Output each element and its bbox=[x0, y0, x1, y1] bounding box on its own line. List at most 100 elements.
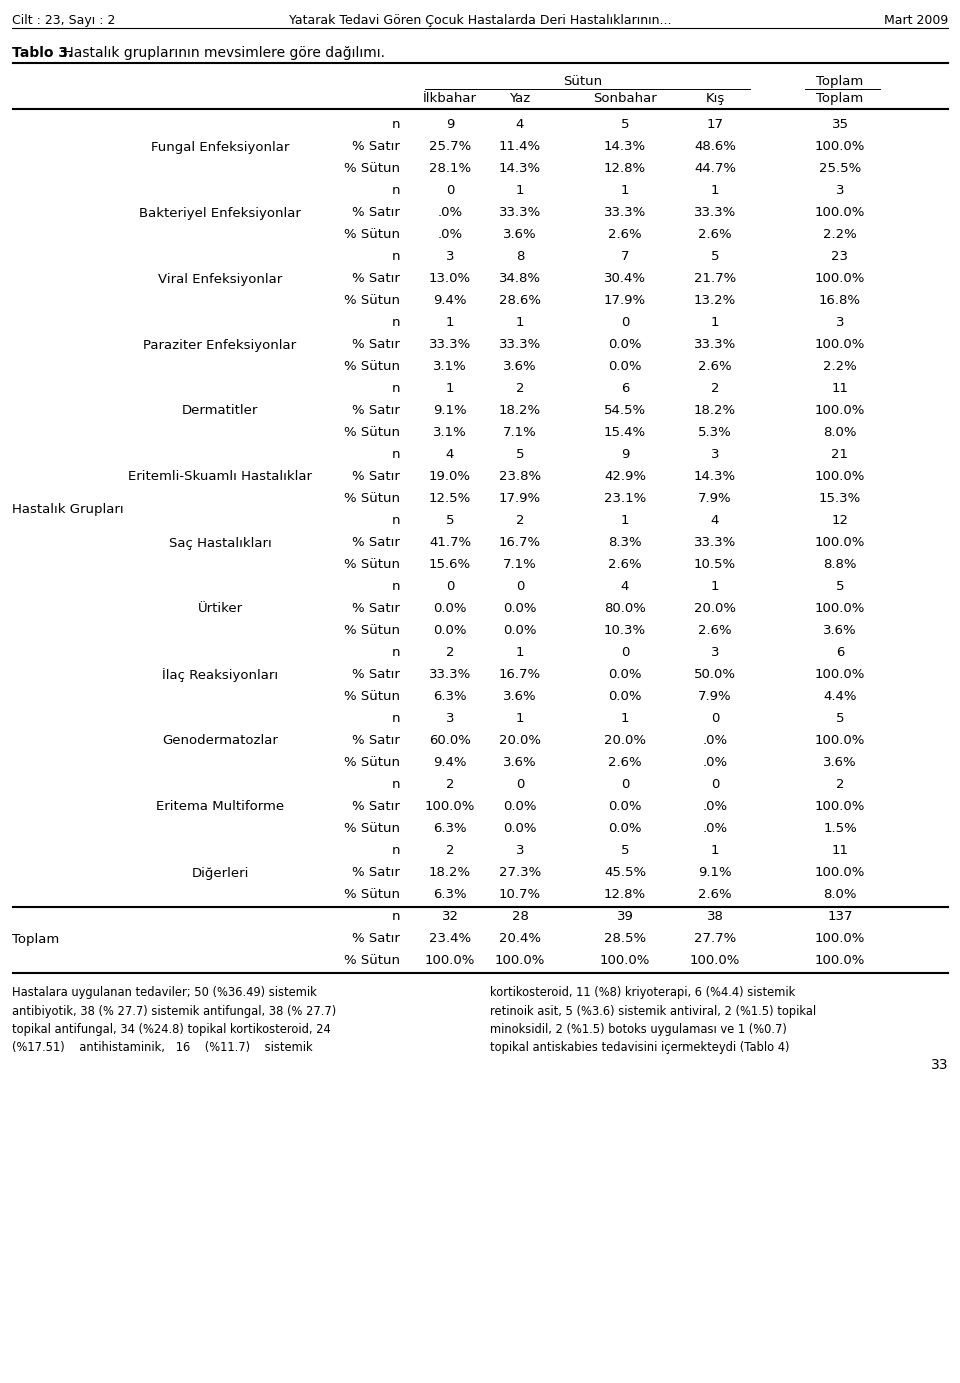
Text: 28.5%: 28.5% bbox=[604, 932, 646, 946]
Text: 14.3%: 14.3% bbox=[604, 141, 646, 154]
Text: 8.8%: 8.8% bbox=[824, 559, 856, 571]
Text: 100.0%: 100.0% bbox=[690, 954, 740, 968]
Text: .0%: .0% bbox=[703, 801, 728, 813]
Text: Eritemli-Skuamlı Hastalıklar: Eritemli-Skuamlı Hastalıklar bbox=[128, 470, 312, 484]
Text: n: n bbox=[392, 712, 400, 726]
Text: n: n bbox=[392, 514, 400, 527]
Text: % Satır: % Satır bbox=[352, 339, 400, 351]
Text: 11: 11 bbox=[831, 383, 849, 396]
Text: 100.0%: 100.0% bbox=[815, 954, 865, 968]
Text: 9.4%: 9.4% bbox=[433, 295, 467, 307]
Text: 20.4%: 20.4% bbox=[499, 932, 541, 946]
Text: 12.8%: 12.8% bbox=[604, 162, 646, 176]
Text: 25.7%: 25.7% bbox=[429, 141, 471, 154]
Text: Bakteriyel Enfeksiyonlar: Bakteriyel Enfeksiyonlar bbox=[139, 206, 300, 220]
Text: 100.0%: 100.0% bbox=[815, 141, 865, 154]
Text: 3.6%: 3.6% bbox=[503, 757, 537, 769]
Text: 2: 2 bbox=[445, 845, 454, 857]
Text: Cilt : 23, Sayı : 2: Cilt : 23, Sayı : 2 bbox=[12, 14, 115, 28]
Text: 100.0%: 100.0% bbox=[425, 954, 475, 968]
Text: 100.0%: 100.0% bbox=[815, 404, 865, 418]
Text: Paraziter Enfeksiyonlar: Paraziter Enfeksiyonlar bbox=[143, 339, 297, 351]
Text: 3.6%: 3.6% bbox=[503, 361, 537, 373]
Text: 1: 1 bbox=[710, 581, 719, 593]
Text: 9.1%: 9.1% bbox=[698, 867, 732, 880]
Text: 2: 2 bbox=[516, 514, 524, 527]
Text: 0.0%: 0.0% bbox=[503, 603, 537, 615]
Text: 17: 17 bbox=[707, 119, 724, 131]
Text: 6: 6 bbox=[621, 383, 629, 396]
Text: 3: 3 bbox=[836, 317, 844, 329]
Text: 45.5%: 45.5% bbox=[604, 867, 646, 880]
Text: 23: 23 bbox=[831, 250, 849, 264]
Text: 4.4%: 4.4% bbox=[824, 690, 856, 704]
Text: 3.6%: 3.6% bbox=[823, 757, 857, 769]
Text: 20.0%: 20.0% bbox=[604, 734, 646, 747]
Text: 28.1%: 28.1% bbox=[429, 162, 471, 176]
Text: 2.6%: 2.6% bbox=[609, 559, 642, 571]
Text: 2: 2 bbox=[836, 779, 844, 791]
Text: .0%: .0% bbox=[703, 823, 728, 835]
Text: 38: 38 bbox=[707, 910, 724, 924]
Text: 0.0%: 0.0% bbox=[609, 801, 641, 813]
Text: 1: 1 bbox=[621, 712, 629, 726]
Text: İlkbahar: İlkbahar bbox=[423, 93, 477, 105]
Text: Toplam: Toplam bbox=[816, 75, 864, 89]
Text: 21.7%: 21.7% bbox=[694, 272, 736, 285]
Text: n: n bbox=[392, 119, 400, 131]
Text: % Satır: % Satır bbox=[352, 867, 400, 880]
Text: 3: 3 bbox=[710, 646, 719, 660]
Text: 3: 3 bbox=[445, 250, 454, 264]
Text: 100.0%: 100.0% bbox=[815, 932, 865, 946]
Text: 1: 1 bbox=[710, 184, 719, 198]
Text: 5: 5 bbox=[710, 250, 719, 264]
Text: % Satır: % Satır bbox=[352, 470, 400, 484]
Text: 0: 0 bbox=[445, 184, 454, 198]
Text: 3.6%: 3.6% bbox=[503, 690, 537, 704]
Text: 4: 4 bbox=[445, 448, 454, 462]
Text: 33.3%: 33.3% bbox=[499, 206, 541, 220]
Text: 100.0%: 100.0% bbox=[815, 867, 865, 880]
Text: % Sütun: % Sütun bbox=[344, 559, 400, 571]
Text: 2: 2 bbox=[445, 646, 454, 660]
Text: Yatarak Tedavi Gören Çocuk Hastalarda Deri Hastalıklarının...: Yatarak Tedavi Gören Çocuk Hastalarda De… bbox=[289, 14, 671, 28]
Text: Hastalara uygulanan tedaviler; 50 (%36.49) sistemik
antibiyotik, 38 (% 27.7) sis: Hastalara uygulanan tedaviler; 50 (%36.4… bbox=[12, 986, 336, 1054]
Text: % Satır: % Satır bbox=[352, 734, 400, 747]
Text: 28.6%: 28.6% bbox=[499, 295, 541, 307]
Text: Eritema Multiforme: Eritema Multiforme bbox=[156, 801, 284, 813]
Text: % Satır: % Satır bbox=[352, 537, 400, 549]
Text: 42.9%: 42.9% bbox=[604, 470, 646, 484]
Text: 19.0%: 19.0% bbox=[429, 470, 471, 484]
Text: 1: 1 bbox=[445, 383, 454, 396]
Text: n: n bbox=[392, 845, 400, 857]
Text: 23.8%: 23.8% bbox=[499, 470, 541, 484]
Text: 0: 0 bbox=[445, 581, 454, 593]
Text: 0: 0 bbox=[710, 712, 719, 726]
Text: 6.3%: 6.3% bbox=[433, 888, 467, 902]
Text: % Satır: % Satır bbox=[352, 404, 400, 418]
Text: Dermatitler: Dermatitler bbox=[181, 404, 258, 418]
Text: n: n bbox=[392, 646, 400, 660]
Text: 100.0%: 100.0% bbox=[815, 537, 865, 549]
Text: 100.0%: 100.0% bbox=[815, 272, 865, 285]
Text: 17.9%: 17.9% bbox=[499, 492, 541, 506]
Text: 13.0%: 13.0% bbox=[429, 272, 471, 285]
Text: n: n bbox=[392, 184, 400, 198]
Text: 0.0%: 0.0% bbox=[433, 603, 467, 615]
Text: 5: 5 bbox=[516, 448, 524, 462]
Text: 9: 9 bbox=[621, 448, 629, 462]
Text: 6.3%: 6.3% bbox=[433, 823, 467, 835]
Text: 1: 1 bbox=[621, 184, 629, 198]
Text: 54.5%: 54.5% bbox=[604, 404, 646, 418]
Text: 44.7%: 44.7% bbox=[694, 162, 736, 176]
Text: % Sütun: % Sütun bbox=[344, 690, 400, 704]
Text: 8: 8 bbox=[516, 250, 524, 264]
Text: kortikosteroid, 11 (%8) kriyoterapi, 6 (%4.4) sistemik
retinoik asit, 5 (%3.6) s: kortikosteroid, 11 (%8) kriyoterapi, 6 (… bbox=[490, 986, 816, 1054]
Text: 0.0%: 0.0% bbox=[503, 823, 537, 835]
Text: Mart 2009: Mart 2009 bbox=[884, 14, 948, 28]
Text: 50.0%: 50.0% bbox=[694, 668, 736, 682]
Text: n: n bbox=[392, 317, 400, 329]
Text: 5: 5 bbox=[621, 119, 629, 131]
Text: 2.6%: 2.6% bbox=[698, 228, 732, 242]
Text: % Satır: % Satır bbox=[352, 272, 400, 285]
